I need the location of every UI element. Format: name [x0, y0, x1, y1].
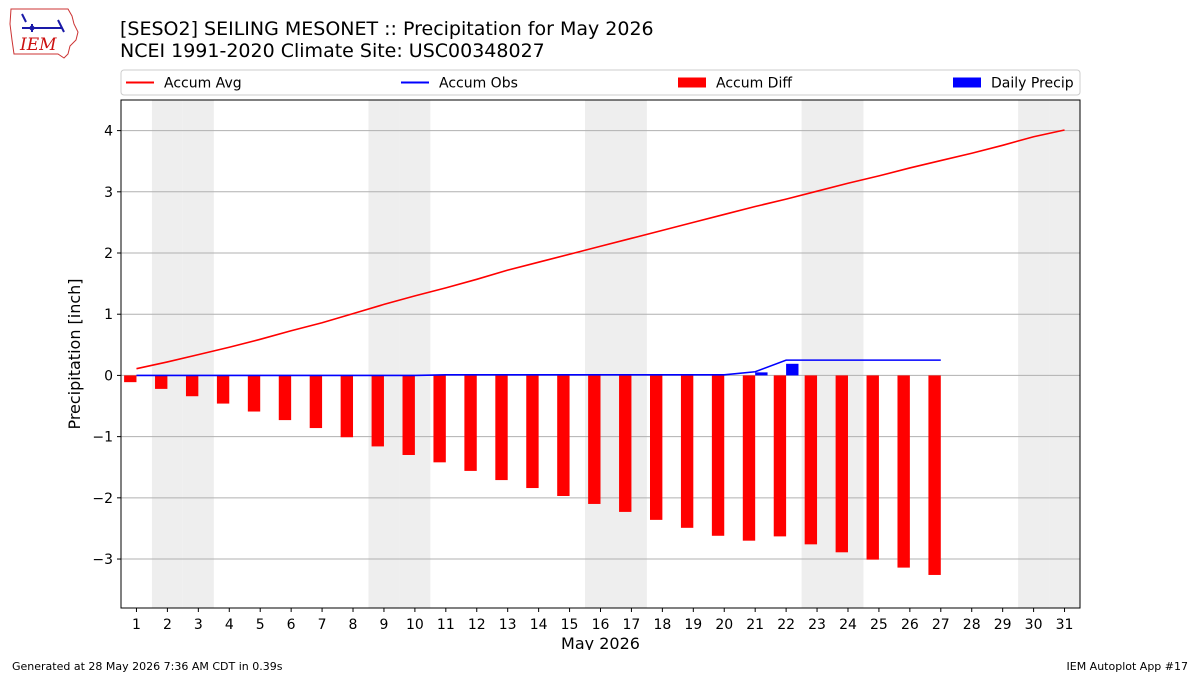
y-tick-label: 1: [104, 307, 113, 323]
legend-swatch-bar: [953, 77, 981, 88]
y-tick-label: −3: [92, 552, 113, 568]
diff-bar: [124, 375, 137, 383]
diff-bar: [216, 375, 230, 404]
generated-note: Generated at 28 May 2026 7:36 AM CDT in …: [12, 660, 283, 673]
legend-box: [120, 69, 1081, 96]
weekend-band: [368, 100, 400, 608]
y-tick-label: 4: [104, 124, 113, 140]
weekend-band: [585, 100, 616, 608]
diff-bar: [897, 375, 910, 568]
diff-bar: [278, 375, 292, 421]
diff-bar: [835, 375, 848, 553]
diff-bar: [649, 375, 663, 520]
diff-bar: [557, 375, 570, 496]
y-axis-label: Precipitation [inch]: [65, 278, 84, 429]
diff-bar: [619, 375, 632, 512]
x-tick-label: 10: [406, 617, 424, 633]
chart-legend: Accum Avg Accum Obs Accum Diff Daily Precip: [120, 69, 1081, 96]
x-tick-label: 19: [684, 617, 702, 633]
x-tick-label: 25: [870, 617, 888, 633]
weekend-band: [1049, 100, 1080, 608]
diff-bar: [526, 375, 539, 489]
legend-swatch-bar: [678, 77, 706, 88]
iem-logo: IEM: [9, 8, 79, 59]
x-tick-label: 17: [623, 617, 641, 633]
diff-bar: [340, 375, 354, 438]
x-tick-label: 15: [561, 617, 579, 633]
diff-bar: [371, 375, 384, 447]
x-tick-label: 28: [963, 617, 981, 633]
x-tick-label: 23: [808, 617, 826, 633]
x-tick-label: 29: [994, 617, 1012, 633]
diff-bar: [185, 375, 199, 397]
x-tick-label: 13: [499, 617, 517, 633]
diff-bar: [247, 375, 261, 412]
logo-text: IEM: [19, 35, 57, 55]
x-tick-label: 30: [1025, 617, 1043, 633]
x-tick-label: 2: [163, 617, 172, 633]
x-tick-label: 1: [132, 617, 141, 633]
accum-obs-line: [136, 359, 941, 377]
y-tick-label: 3: [104, 185, 113, 201]
x-tick-label: 26: [901, 617, 919, 633]
station-dot-icon: [29, 25, 35, 31]
legend-label: Accum Diff: [716, 76, 792, 92]
weekend-band: [151, 100, 183, 608]
daily-precip-bar: [786, 363, 799, 376]
diff-bar: [680, 375, 694, 528]
y-tick-label: −2: [92, 491, 113, 507]
x-tick-label: 31: [1056, 617, 1074, 633]
x-tick-label: 4: [225, 617, 234, 633]
diff-bar: [402, 375, 415, 455]
x-axis-label: May 2026: [561, 634, 640, 650]
diff-bar: [711, 375, 725, 536]
diff-bar: [804, 375, 818, 545]
diff-bar: [742, 375, 756, 541]
weekend-band: [399, 100, 431, 608]
x-tick-label: 7: [318, 617, 327, 633]
chart-subtitle: NCEI 1991-2020 Climate Site: USC00348027: [120, 40, 545, 62]
x-tick-label: 27: [932, 617, 950, 633]
x-tick-label: 18: [653, 617, 671, 633]
y-tick-label: −1: [92, 430, 113, 446]
x-tick-label: 11: [437, 617, 455, 633]
iowa-outline-icon: [9, 8, 79, 59]
chart-title: [SESO2] SEILING MESONET :: Precipitation…: [120, 18, 654, 40]
legend-label: Accum Obs: [439, 76, 518, 92]
diff-bar: [495, 375, 508, 481]
diff-bar: [928, 375, 941, 575]
weekend-band: [1018, 100, 1050, 608]
x-tick-label: 22: [777, 617, 795, 633]
diff-bar: [588, 375, 601, 504]
legend-label: Accum Avg: [164, 76, 242, 92]
x-tick-label: 5: [256, 617, 265, 633]
diff-bar: [155, 375, 168, 389]
accum-avg-line: [136, 129, 1065, 370]
x-tick-label: 3: [194, 617, 203, 633]
x-tick-label: 24: [839, 617, 857, 633]
diff-bar: [309, 375, 323, 429]
x-tick-label: 12: [468, 617, 486, 633]
legend-label: Daily Precip: [991, 76, 1074, 92]
x-tick-label: 20: [715, 617, 733, 633]
x-tick-label: 6: [287, 617, 296, 633]
x-tick-label: 21: [746, 617, 764, 633]
diff-bar: [773, 375, 787, 537]
daily-precip-bar: [755, 372, 768, 376]
x-tick-label: 16: [592, 617, 610, 633]
x-tick-label: 14: [530, 617, 548, 633]
precip-chart: Accum Avg Accum Obs Accum Diff Daily Precip…: [65, 69, 1081, 650]
weekend-band: [615, 100, 647, 608]
app-credit: IEM Autoplot App #17: [1066, 660, 1189, 673]
x-tick-label: 8: [349, 617, 358, 633]
diff-bar: [866, 375, 879, 560]
diff-bar: [464, 375, 477, 471]
x-tick-label: 9: [379, 617, 388, 633]
diff-bar: [433, 375, 446, 463]
y-tick-label: 2: [104, 246, 113, 262]
y-tick-label: 0: [104, 368, 113, 384]
